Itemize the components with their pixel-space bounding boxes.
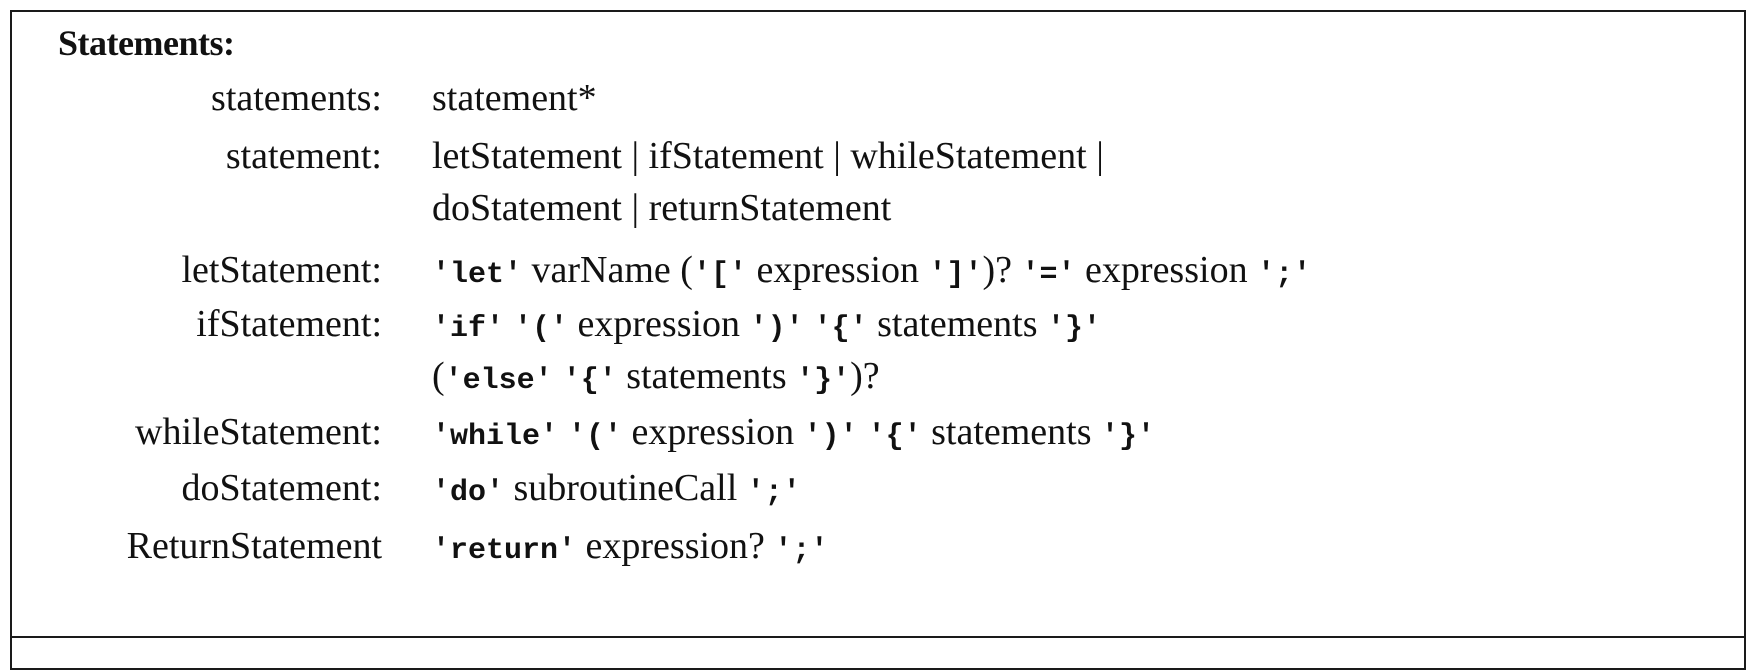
terminal-semicolon: ';' bbox=[1257, 258, 1312, 292]
rule-name: statements: bbox=[211, 77, 382, 119]
terminal-rbrace: '}' bbox=[1101, 420, 1156, 454]
rule-definition: 'let' varName ('[' expression ']')? '=' … bbox=[432, 249, 1312, 292]
rule-name: letStatement: bbox=[181, 249, 382, 291]
rule-name: ifStatement: bbox=[196, 303, 382, 345]
terminal-if: 'if' bbox=[432, 312, 505, 346]
terminal-return: 'return' bbox=[432, 534, 577, 568]
rule-definition: statement* bbox=[432, 77, 597, 119]
terminal-while: 'while' bbox=[432, 420, 559, 454]
terminal-lbrace: '{' bbox=[813, 312, 868, 346]
rule-name: whileStatement: bbox=[135, 411, 382, 453]
rule-definition: 'return' expression? ';' bbox=[432, 525, 829, 568]
definition-line-1: 'if' '(' expression ')' '{' statements '}' bbox=[432, 303, 1102, 346]
terminal-semicolon: ';' bbox=[774, 534, 829, 568]
terminal-lparen: '(' bbox=[568, 420, 623, 454]
rule-definition: 'if' '(' expression ')' '{' statements '}'… bbox=[432, 298, 1101, 402]
bottom-divider bbox=[10, 636, 1746, 638]
terminal-lbracket: '[' bbox=[692, 258, 747, 292]
terminal-equals: '=' bbox=[1021, 258, 1076, 292]
terminal-rbracket: ']' bbox=[928, 258, 983, 292]
definition-line-2: doStatement | returnStatement bbox=[432, 187, 892, 229]
rule-definition: 'do' subroutineCall ';' bbox=[432, 467, 801, 510]
terminal-semicolon: ';' bbox=[746, 476, 801, 510]
terminal-rbrace: '}' bbox=[1047, 312, 1102, 346]
definition-line-2: ('else' '{' statements '}')? bbox=[432, 355, 880, 398]
terminal-rparen: ')' bbox=[803, 420, 858, 454]
terminal-let: 'let' bbox=[432, 258, 523, 292]
section-heading: Statements: bbox=[58, 23, 235, 63]
rule-name: doStatement: bbox=[181, 467, 382, 509]
terminal-rparen: ')' bbox=[749, 312, 804, 346]
terminal-lparen: '(' bbox=[514, 312, 569, 346]
rule-name: ReturnStatement bbox=[126, 525, 382, 567]
definition-line-1: letStatement | ifStatement | whileStatem… bbox=[432, 135, 1104, 177]
rule-name: statement: bbox=[225, 135, 382, 177]
rule-definition: letStatement | ifStatement | whileStatem… bbox=[432, 130, 1104, 234]
terminal-do: 'do' bbox=[432, 476, 505, 510]
rule-definition: 'while' '(' expression ')' '{' statements … bbox=[432, 411, 1156, 454]
terminal-else: 'else' bbox=[444, 364, 553, 398]
terminal-lbrace: '{' bbox=[562, 364, 617, 398]
terminal-rbrace: '}' bbox=[796, 364, 851, 398]
terminal-lbrace: '{' bbox=[867, 420, 922, 454]
